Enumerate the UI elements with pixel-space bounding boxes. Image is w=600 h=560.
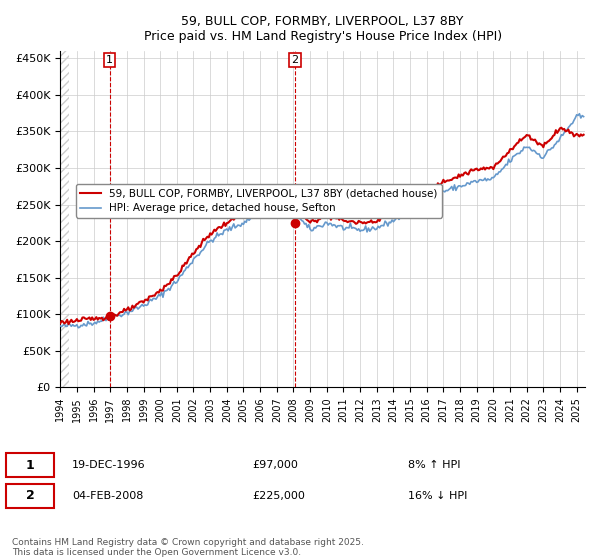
Text: 1: 1	[106, 55, 113, 65]
Text: 04-FEB-2008: 04-FEB-2008	[72, 491, 143, 501]
Text: 1: 1	[26, 459, 34, 472]
Text: £225,000: £225,000	[252, 491, 305, 501]
FancyBboxPatch shape	[6, 453, 54, 478]
Text: 16% ↓ HPI: 16% ↓ HPI	[408, 491, 467, 501]
Title: 59, BULL COP, FORMBY, LIVERPOOL, L37 8BY
Price paid vs. HM Land Registry's House: 59, BULL COP, FORMBY, LIVERPOOL, L37 8BY…	[143, 15, 502, 43]
Text: 2: 2	[26, 489, 34, 502]
Text: 2: 2	[292, 55, 299, 65]
FancyBboxPatch shape	[6, 484, 54, 508]
Text: £97,000: £97,000	[252, 460, 298, 470]
Legend: 59, BULL COP, FORMBY, LIVERPOOL, L37 8BY (detached house), HPI: Average price, d: 59, BULL COP, FORMBY, LIVERPOOL, L37 8BY…	[76, 184, 442, 218]
Text: 8% ↑ HPI: 8% ↑ HPI	[408, 460, 461, 470]
Text: Contains HM Land Registry data © Crown copyright and database right 2025.
This d: Contains HM Land Registry data © Crown c…	[12, 538, 364, 557]
Text: 19-DEC-1996: 19-DEC-1996	[72, 460, 146, 470]
